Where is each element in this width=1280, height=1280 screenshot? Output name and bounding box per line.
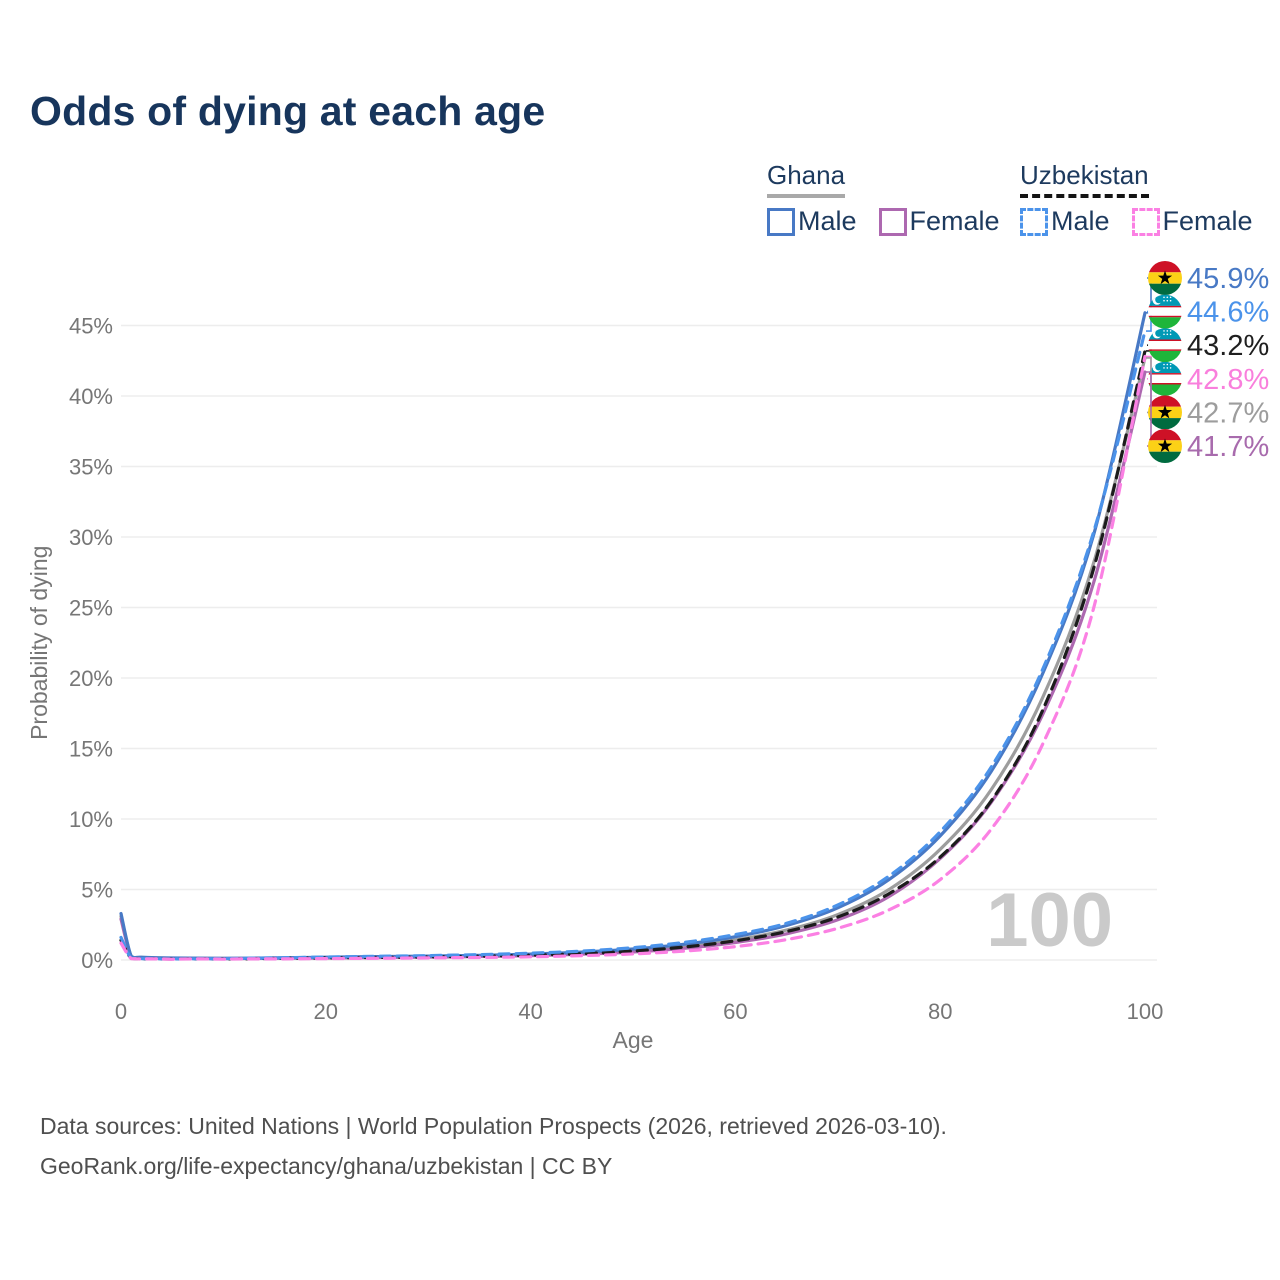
x-tick-label-0: 0 [115, 999, 127, 1024]
end-label-value-gh_t: 42.7% [1187, 397, 1269, 429]
legend-swatch-uzbekistan-female [1131, 207, 1160, 236]
x-tick-label-100: 100 [1127, 999, 1164, 1024]
chart-footer: Data sources: United Nations | World Pop… [40, 1106, 947, 1186]
series-line-ghana-female[interactable] [119, 370, 1147, 961]
end-label-value-gh_f: 41.7% [1187, 431, 1269, 463]
series-line-ghana[interactable] [119, 356, 1147, 961]
y-tick-label-35: 35% [69, 455, 113, 480]
x-tick-label-40: 40 [518, 999, 542, 1024]
age-counter-watermark: 100 [986, 878, 1113, 963]
flag-icon-ghana [1148, 429, 1182, 463]
x-tick-label-60: 60 [723, 999, 747, 1024]
series-line-uzbekistan[interactable] [119, 349, 1147, 961]
x-axis-title: Age [613, 1027, 654, 1053]
data-sources-text: Data sources: United Nations | World Pop… [40, 1113, 947, 1139]
legend-item-uzbekistan-female[interactable]: Female [1131, 206, 1253, 237]
legend-row-uzbekistan: Male Female [1020, 206, 1253, 237]
legend-item-ghana-male[interactable]: Male [767, 206, 857, 237]
y-tick-label-15: 15% [69, 737, 113, 762]
series-line-uzbekistan-male[interactable] [119, 329, 1147, 961]
end-label-value-uz_f: 42.8% [1187, 364, 1269, 396]
legend-country-ghana[interactable]: Ghana [767, 160, 846, 198]
legend-group-ghana: Ghana Male Female [767, 160, 1000, 237]
legend-swatch-ghana-female [878, 207, 907, 236]
y-tick-label-5: 5% [81, 878, 113, 903]
y-tick-label-40: 40% [69, 384, 113, 409]
legend-item-uzbekistan-male[interactable]: Male [1020, 206, 1110, 237]
y-tick-label-20: 20% [69, 666, 113, 691]
legend-swatch-ghana-male [767, 207, 795, 236]
flag-icon-uzbekistan [1148, 294, 1182, 329]
y-tick-label-45: 45% [69, 314, 113, 339]
legend-row-ghana: Male Female [767, 206, 1000, 237]
legend-label-ghana-male: Male [798, 206, 857, 236]
end-label-value-uz_t: 43.2% [1187, 330, 1269, 362]
flag-icon-uzbekistan [1148, 328, 1182, 363]
flag-icon-ghana [1148, 395, 1182, 430]
end-label-value-uz_m: 44.6% [1187, 297, 1269, 329]
end-label-value-gh_m: 45.9% [1187, 263, 1269, 295]
attribution-text: GeoRank.org/life-expectancy/ghana/uzbeki… [40, 1153, 613, 1179]
flag-icon-uzbekistan [1148, 361, 1182, 396]
x-tick-label-20: 20 [314, 999, 338, 1024]
flag-icon-ghana [1148, 261, 1182, 295]
legend-label-uzbekistan-male: Male [1051, 206, 1110, 236]
series-line-ghana-male[interactable] [119, 311, 1147, 960]
y-tick-label-10: 10% [69, 807, 113, 832]
legend-label-ghana-female: Female [909, 206, 1000, 236]
legend-country-uzbekistan[interactable]: Uzbekistan [1020, 160, 1149, 198]
series-line-uzbekistan-female[interactable] [119, 354, 1147, 961]
legend-group-uzbekistan: Uzbekistan Male Female [1020, 160, 1253, 237]
y-tick-label-30: 30% [69, 525, 113, 550]
y-tick-label-25: 25% [69, 596, 113, 621]
y-axis-title: Probability of dying [26, 546, 52, 740]
x-tick-label-80: 80 [928, 999, 952, 1024]
legend-label-uzbekistan-female: Female [1162, 206, 1253, 236]
legend-swatch-uzbekistan-male [1020, 207, 1048, 236]
y-tick-label-0: 0% [81, 948, 113, 973]
legend-item-ghana-female[interactable]: Female [878, 206, 1000, 237]
page-title: Odds of dying at each age [30, 88, 546, 134]
